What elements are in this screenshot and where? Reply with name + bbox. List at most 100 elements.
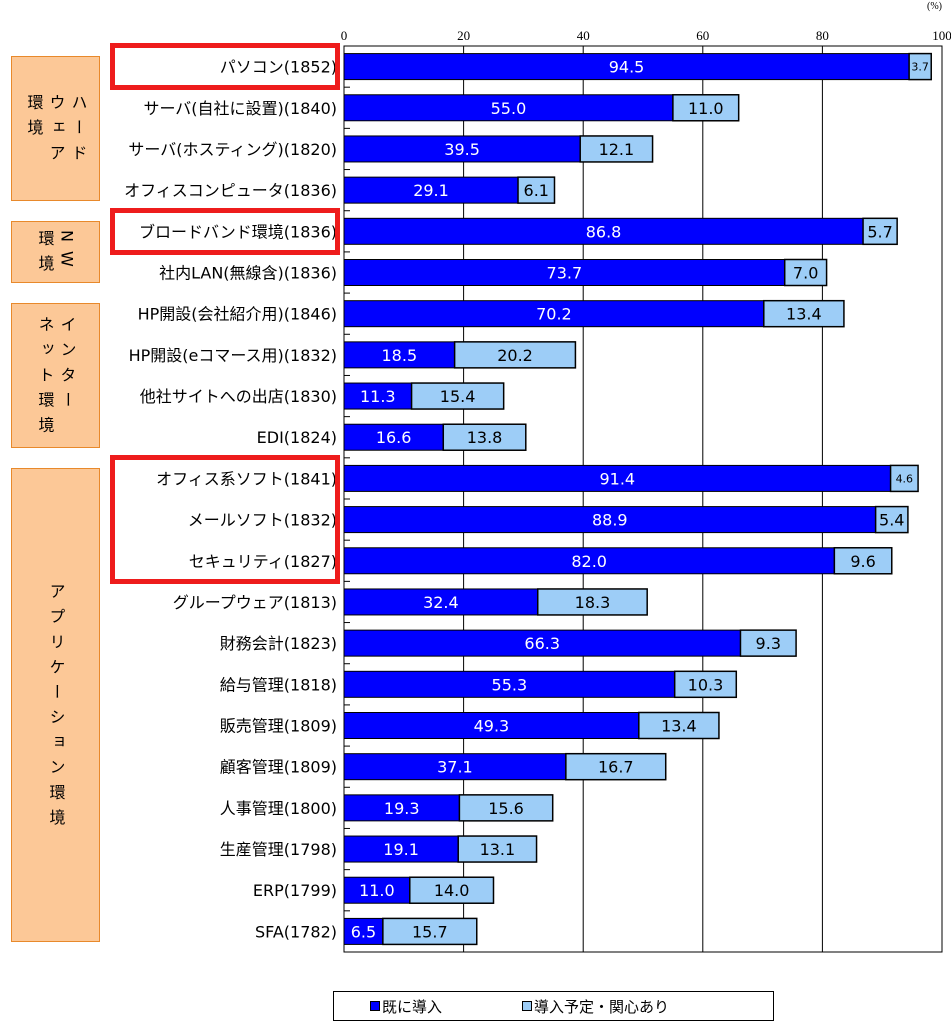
category-label-17: 顧客管理(1809) xyxy=(220,758,337,777)
value-label-installed-3: 29.1 xyxy=(413,181,449,200)
category-label-7: HP開設(eコマース用)(1832) xyxy=(129,346,337,365)
group-label-1: N W 環 境 xyxy=(35,230,77,274)
bar-planned-9 xyxy=(442,423,527,451)
bar-installed-3 xyxy=(343,176,519,204)
category-label-11: メールソフト(1832) xyxy=(188,511,337,530)
category-label-12: セキュリティ(1827) xyxy=(189,552,337,571)
bar-planned-2 xyxy=(579,135,654,163)
value-label-planned-15: 10.3 xyxy=(688,675,724,694)
bar-installed-1 xyxy=(343,94,674,122)
value-label-planned-5: 7.0 xyxy=(793,264,818,283)
bar-planned-11 xyxy=(874,505,909,534)
value-label-planned-0: 3.7 xyxy=(911,61,929,74)
bar-installed-9 xyxy=(343,423,444,451)
bar-installed-15 xyxy=(343,670,676,698)
bar-planned-4 xyxy=(862,217,898,246)
category-label-21: SFA(1782) xyxy=(255,922,337,941)
category-label-20: ERP(1799) xyxy=(253,881,337,900)
category-label-2: サーバ(ホスティング)(1820) xyxy=(128,140,337,159)
value-label-planned-2: 12.1 xyxy=(599,140,635,159)
bar-planned-10 xyxy=(889,464,919,493)
bar-installed-18 xyxy=(343,794,460,822)
value-label-planned-1: 11.0 xyxy=(688,99,724,118)
group-label-0: ハ ー ド ウ ェ ア 環 境 xyxy=(24,94,88,163)
value-label-installed-12: 82.0 xyxy=(571,552,607,571)
bar-planned-21 xyxy=(382,917,478,946)
value-label-planned-12: 9.6 xyxy=(850,552,875,571)
category-label-1: サーバ(自社に設置)(1840) xyxy=(143,99,337,118)
bar-planned-17 xyxy=(565,752,667,781)
value-label-planned-8: 15.4 xyxy=(440,387,476,406)
bar-planned-3 xyxy=(517,176,556,204)
value-label-planned-3: 6.1 xyxy=(524,181,549,200)
bar-installed-21 xyxy=(343,917,384,945)
group-label-2: イ ン タ ー ネ ッ ト 環 境 xyxy=(35,316,77,435)
bar-planned-13 xyxy=(537,588,648,616)
value-label-installed-17: 37.1 xyxy=(437,758,473,777)
value-label-installed-13: 32.4 xyxy=(423,593,459,612)
category-label-5: 社内LAN(無線含)(1836) xyxy=(159,264,337,283)
value-label-installed-16: 49.3 xyxy=(474,717,510,736)
value-label-planned-11: 5.4 xyxy=(879,511,904,530)
category-label-3: オフィスコンピュータ(1836) xyxy=(124,181,337,200)
value-label-installed-4: 86.8 xyxy=(586,222,622,241)
value-label-planned-13: 18.3 xyxy=(575,593,611,612)
value-label-planned-19: 13.1 xyxy=(480,840,516,859)
x-tick-label-100: 100 xyxy=(932,28,951,43)
category-label-19: 生産管理(1798) xyxy=(220,840,337,859)
value-label-planned-10: 4.6 xyxy=(896,472,914,485)
value-label-installed-19: 19.1 xyxy=(383,840,419,859)
value-label-planned-14: 9.3 xyxy=(756,634,781,653)
group-label-3: ア プ リ ケ ー シ ョ ン 環 境 xyxy=(46,583,66,827)
bar-installed-2 xyxy=(343,135,581,163)
legend-label-installed: 既に導入 xyxy=(382,997,443,1016)
value-label-planned-18: 15.6 xyxy=(488,799,524,818)
bar-installed-17 xyxy=(343,753,567,781)
value-label-planned-9: 13.8 xyxy=(467,428,503,447)
category-label-16: 販売管理(1809) xyxy=(220,717,337,736)
bar-installed-20 xyxy=(343,876,411,904)
x-tick-label-60: 60 xyxy=(696,28,709,43)
bar-installed-6 xyxy=(343,300,765,328)
category-label-4: ブロードバンド環境(1836) xyxy=(139,222,337,241)
value-label-installed-6: 70.2 xyxy=(536,305,572,324)
value-label-installed-14: 66.3 xyxy=(524,634,560,653)
value-label-installed-2: 39.5 xyxy=(444,140,480,159)
legend-label-planned: 導入予定・関心あり xyxy=(534,997,670,1016)
bar-installed-4 xyxy=(343,217,864,245)
bar-planned-0 xyxy=(908,52,932,81)
bar-planned-16 xyxy=(638,711,720,740)
bar-installed-7 xyxy=(343,341,456,369)
value-label-installed-11: 88.9 xyxy=(592,511,628,530)
value-label-installed-20: 11.0 xyxy=(359,881,395,900)
legend-swatch-planned xyxy=(522,1001,533,1011)
group-box-1: N W 環 境 xyxy=(11,220,100,284)
legend: 既に導入 導入予定・関心あり xyxy=(333,991,774,1021)
value-label-installed-0: 94.5 xyxy=(609,58,645,77)
bar-planned-5 xyxy=(783,258,828,287)
bar-installed-5 xyxy=(343,259,786,286)
category-label-14: 財務会計(1823) xyxy=(220,634,337,653)
category-label-0: パソコン(1852) xyxy=(220,58,337,77)
bar-installed-12 xyxy=(343,547,835,575)
legend-item-planned: 導入予定・関心あり xyxy=(522,996,669,1017)
bar-installed-19 xyxy=(343,835,459,863)
bar-planned-7 xyxy=(453,341,577,369)
group-box-2: イ ン タ ー ネ ッ ト 環 境 xyxy=(11,303,100,448)
value-label-installed-8: 11.3 xyxy=(360,387,396,406)
value-label-installed-1: 55.0 xyxy=(491,99,527,118)
bar-installed-16 xyxy=(343,712,640,739)
value-label-installed-21: 6.5 xyxy=(351,922,376,941)
value-label-planned-4: 5.7 xyxy=(867,222,892,241)
group-box-0: ハ ー ド ウ ェ ア 環 境 xyxy=(11,56,100,201)
value-label-planned-16: 13.4 xyxy=(661,717,697,736)
value-label-installed-7: 18.5 xyxy=(382,346,418,365)
bar-planned-19 xyxy=(457,835,538,863)
bar-planned-18 xyxy=(458,794,554,822)
x-tick-label-40: 40 xyxy=(577,28,590,43)
x-tick-label-80: 80 xyxy=(816,28,829,43)
category-label-9: EDI(1824) xyxy=(257,428,337,447)
bar-installed-13 xyxy=(343,588,539,616)
value-label-planned-7: 20.2 xyxy=(497,346,533,365)
